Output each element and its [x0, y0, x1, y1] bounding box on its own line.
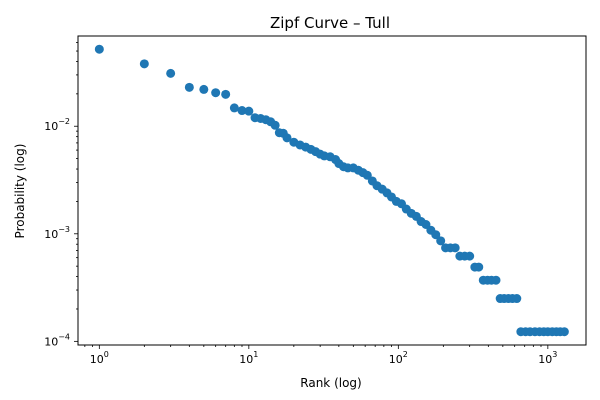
y-tick-label: 10−2 [44, 117, 70, 133]
data-point [139, 59, 149, 69]
y-axis-ticks: 10−4 10−3 10−2 [44, 42, 78, 348]
data-point [270, 120, 280, 130]
data-point [166, 68, 176, 78]
data-point [559, 327, 569, 337]
data-point [474, 262, 484, 272]
data-point [450, 243, 460, 253]
x-tick-label: 103 [538, 350, 557, 366]
x-axis-ticks: 100 101 102 103 [84, 345, 557, 366]
y-axis-label: Probability (log) [13, 144, 27, 239]
data-point [512, 294, 522, 304]
x-tick-label: 100 [90, 350, 109, 366]
x-axis-label: Rank (log) [300, 376, 361, 390]
data-point [436, 236, 446, 246]
y-tick-label: 10−3 [44, 225, 70, 241]
chart-title: Zipf Curve – Tull [270, 14, 390, 32]
y-tick-label: 10−4 [44, 332, 70, 348]
data-point [229, 103, 239, 113]
data-point [237, 106, 247, 116]
data-point [184, 82, 194, 92]
data-point [199, 84, 209, 94]
plot-frame [77, 35, 587, 346]
data-point [491, 275, 501, 285]
scatter-points [94, 44, 569, 337]
x-tick-label: 101 [239, 350, 258, 366]
x-tick-label: 102 [389, 350, 408, 366]
data-point [221, 89, 231, 99]
data-point [211, 88, 221, 98]
data-point [244, 106, 254, 116]
data-point [431, 230, 441, 240]
data-point [282, 133, 292, 143]
data-point [94, 44, 104, 54]
data-point [465, 251, 475, 261]
